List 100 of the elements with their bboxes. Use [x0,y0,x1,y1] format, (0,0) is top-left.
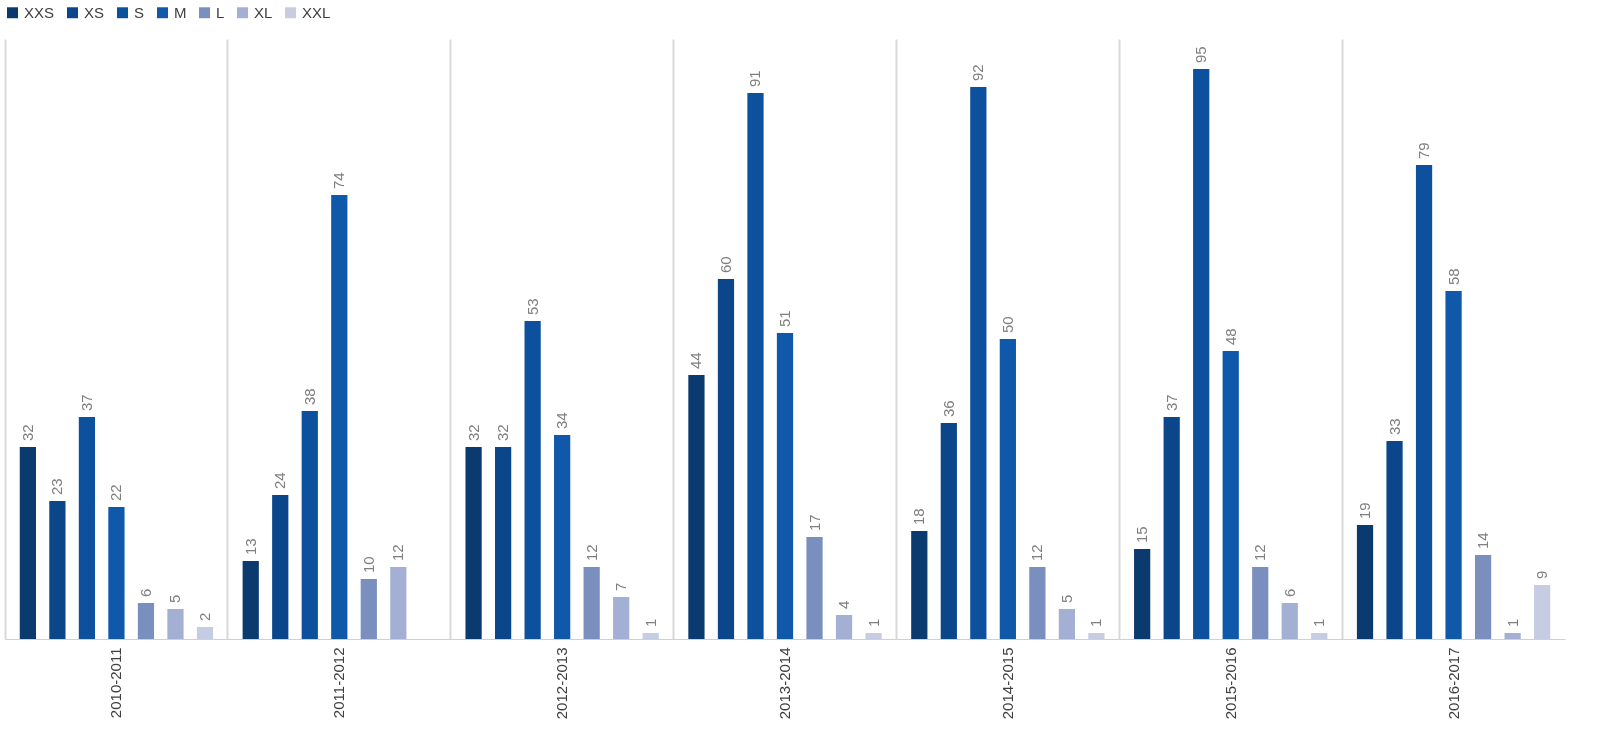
x-tick-label: 2016-2017 [1444,647,1462,720]
data-label: 12 [582,544,600,561]
data-label: 1 [1087,618,1105,627]
data-label: 34 [553,412,571,429]
bar [1474,555,1492,639]
data-label: 6 [1280,588,1298,597]
data-label: 37 [1162,394,1180,411]
bar [524,321,541,639]
data-label: 12 [1251,544,1269,561]
data-label: 38 [300,388,318,405]
data-label: 13 [241,538,259,555]
bar [331,195,348,639]
data-label: 9 [1533,570,1551,579]
bar [390,567,407,639]
data-label: 1 [641,618,659,627]
data-label: 60 [716,256,734,273]
data-label: 2 [195,612,213,621]
legend-label: S [134,3,145,21]
bar [465,447,482,639]
bar [613,597,630,639]
data-label: 12 [389,544,407,561]
x-tick-label: 2012-2013 [553,647,571,720]
data-label: 17 [805,514,823,531]
bar [242,561,259,639]
bar [167,609,184,639]
data-label: 5 [1057,594,1075,603]
data-label: 4 [835,600,853,609]
data-label: 32 [464,424,482,441]
bar [494,447,512,639]
bar [1134,549,1151,639]
bar [554,435,571,639]
bar [642,633,659,639]
bar [835,615,853,639]
data-label: 12 [1028,544,1046,561]
data-label: 92 [969,64,987,81]
bar [911,531,928,639]
legend-label: XXL [302,3,331,21]
data-label: 33 [1385,418,1403,435]
data-label: 14 [1474,532,1492,549]
data-label: 79 [1415,142,1433,159]
data-label: 6 [136,588,154,597]
bar [1534,585,1551,639]
bar [360,579,377,639]
bar [688,375,705,639]
bar [583,567,600,639]
data-label: 7 [612,582,630,591]
bar [108,507,125,639]
bar [1386,441,1403,639]
legend-label: XL [254,3,273,21]
bar [1504,633,1521,639]
data-label: 74 [330,172,348,189]
bar [717,279,735,639]
x-tick-label: 2015-2016 [1221,647,1239,720]
data-label: 18 [910,508,928,525]
x-tick-label: 2010-2011 [107,647,125,719]
data-label: 5 [166,594,184,603]
legend-label: M [174,3,187,21]
bar [78,417,96,639]
data-label: 53 [523,298,541,315]
data-label: 15 [1133,526,1151,543]
bar [1356,525,1374,639]
bar [1163,417,1180,639]
bar [19,447,36,639]
bar [1222,351,1239,639]
data-label: 1 [864,618,882,627]
bar [1252,567,1269,639]
data-label: 19 [1356,502,1374,519]
bar [1445,291,1462,639]
bar [49,501,66,639]
data-label: 32 [18,424,36,441]
data-label: 1 [1310,618,1328,627]
bar [1193,69,1210,639]
bar [970,87,987,639]
bar [272,495,289,639]
data-label: 37 [77,394,95,411]
legend-label: XS [84,3,105,21]
data-label: 95 [1192,46,1210,63]
data-label: 51 [776,310,793,327]
bar [1415,165,1433,639]
bar [776,333,794,639]
data-label: 58 [1444,268,1462,285]
data-label: 48 [1221,328,1239,345]
x-tick-label: 2014-2015 [998,647,1016,720]
bar [301,411,318,639]
bar [137,603,155,639]
data-label: 22 [107,484,125,501]
data-label: 10 [359,556,377,573]
data-label: 44 [687,352,705,369]
bar [1281,603,1298,639]
bar [1029,567,1046,639]
data-label: 23 [48,478,66,495]
bar [196,627,214,639]
data-label: 24 [271,472,289,489]
bar [865,633,882,639]
x-tick-label: 2013-2014 [776,647,793,720]
bar [806,537,823,639]
bar [1058,609,1076,639]
legend-label: L [216,3,225,21]
bar [999,339,1016,639]
bar [1088,633,1105,639]
